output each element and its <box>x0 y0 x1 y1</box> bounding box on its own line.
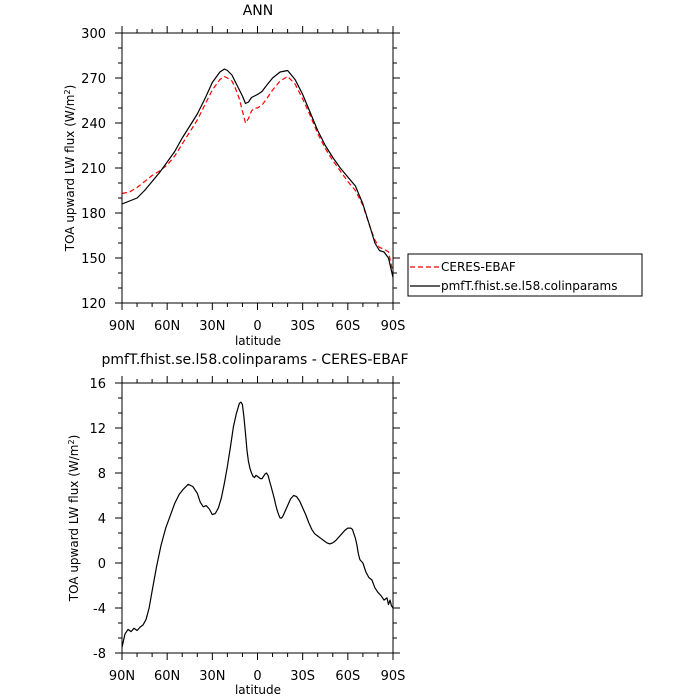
bottom-chart-ylabel: TOA upward LW flux (W/m2) <box>67 435 81 603</box>
x-tick-label: 90S <box>381 319 406 334</box>
x-tick-label: 60S <box>335 669 360 684</box>
legend-label-ceres: CERES-EBAF <box>441 260 516 274</box>
x-tick-label: 90S <box>381 669 406 684</box>
bottom-chart-xlabel: latitude <box>235 683 281 697</box>
x-tick-label: 60S <box>335 319 360 334</box>
x-tick-label: 0 <box>253 319 261 334</box>
top-chart: ANN latitude TOA upward LW flux (W/m2) 9… <box>63 3 405 348</box>
y-tick-label: -8 <box>93 647 106 662</box>
y-tick-label: 12 <box>89 422 106 437</box>
top-chart-xlabel: latitude <box>235 334 281 348</box>
y-tick-label: 120 <box>81 297 106 312</box>
top-chart-frame <box>121 32 394 304</box>
bottom-chart-frame <box>121 382 394 654</box>
bottom-chart-series <box>121 401 394 648</box>
x-tick-label: 30N <box>199 319 225 334</box>
top-chart-series <box>121 68 394 278</box>
series-line-0 <box>121 75 394 274</box>
legend-box <box>407 253 643 297</box>
y-tick-label: -4 <box>93 602 106 617</box>
y-tick-label: 8 <box>98 467 106 482</box>
y-tick-label: 180 <box>81 207 106 222</box>
y-tick-label: 270 <box>81 72 106 87</box>
y-tick-label: 0 <box>98 557 106 572</box>
y-tick-label: 210 <box>81 162 106 177</box>
legend: CERES-EBAF pmfT.fhist.se.l58.colinparams <box>407 253 643 297</box>
top-chart-ticks: 90N 60N 30N 0 30S 60S 90S 120 150 180 210 240 270 300 <box>81 26 405 334</box>
series-line-0 <box>121 401 394 648</box>
y-tick-label: 240 <box>81 117 106 132</box>
x-tick-label: 60N <box>154 319 180 334</box>
x-tick-label: 90N <box>109 669 135 684</box>
y-tick-label: 150 <box>81 252 106 267</box>
x-tick-label: 30N <box>199 669 225 684</box>
y-tick-label: 16 <box>89 377 106 392</box>
bottom-chart-ticks: 90N 60N 30N 0 30S 60S 90S -8 -4 0 4 8 12 16 <box>89 376 405 684</box>
x-tick-label: 0 <box>253 669 261 684</box>
x-tick-label: 30S <box>290 319 315 334</box>
x-tick-label: 60N <box>154 669 180 684</box>
x-tick-label: 30S <box>290 669 315 684</box>
x-tick-label: 90N <box>109 319 135 334</box>
series-line-1 <box>121 68 394 278</box>
top-chart-ylabel: TOA upward LW flux (W/m2) <box>63 85 77 253</box>
y-tick-label: 300 <box>81 27 106 42</box>
y-tick-label: 4 <box>98 512 106 527</box>
top-chart-title: ANN <box>243 3 274 19</box>
bottom-chart: pmfT.fhist.se.l58.colinparams - CERES-EB… <box>67 352 409 697</box>
legend-label-model: pmfT.fhist.se.l58.colinparams <box>441 279 617 293</box>
bottom-chart-title: pmfT.fhist.se.l58.colinparams - CERES-EB… <box>101 352 408 368</box>
